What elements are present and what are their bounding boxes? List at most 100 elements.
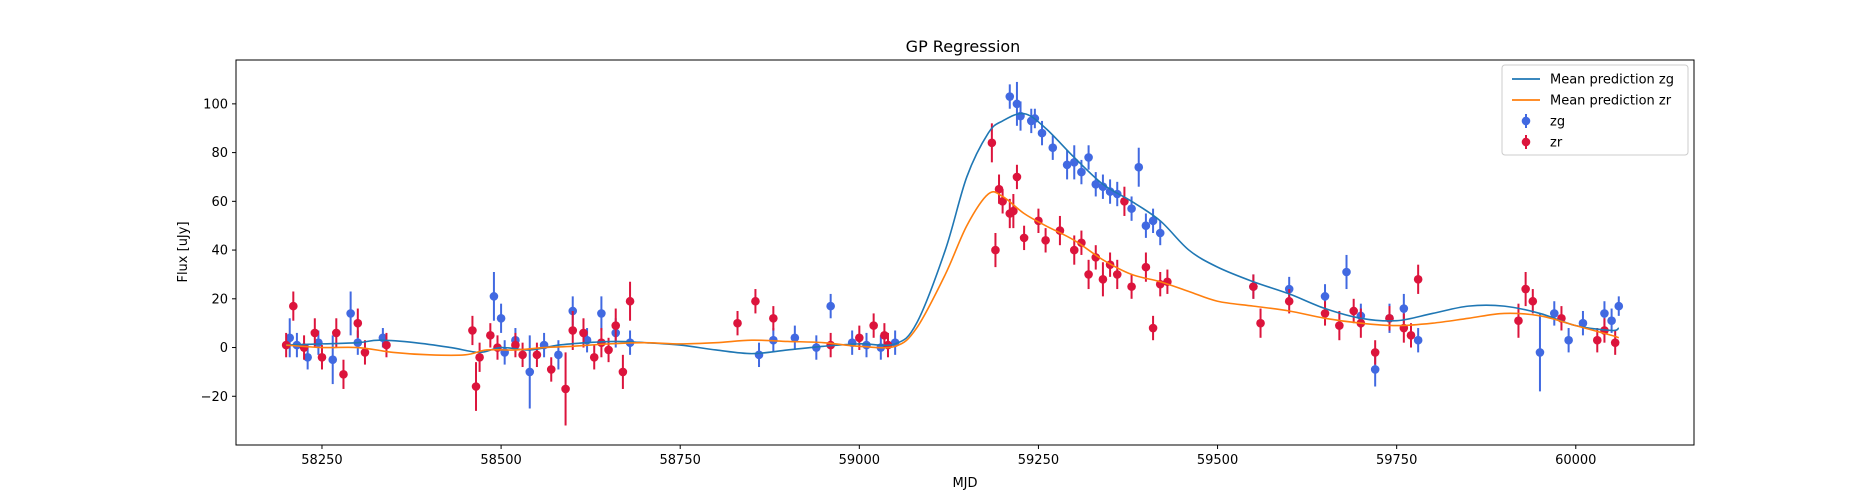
data-point-zg bbox=[554, 350, 563, 360]
legend-label-mean-prediction-zr: Mean prediction zr bbox=[1550, 94, 1672, 109]
data-point-zr bbox=[332, 328, 341, 338]
data-point-zr bbox=[1413, 275, 1423, 284]
data-point-zr bbox=[1148, 323, 1158, 333]
data-point-zg bbox=[1048, 143, 1058, 153]
data-point-zr bbox=[1069, 245, 1079, 255]
data-point-zr bbox=[994, 184, 1004, 194]
y-tick-label: −20 bbox=[201, 390, 228, 405]
data-point-zg bbox=[1037, 128, 1047, 138]
data-point-zr bbox=[751, 296, 760, 306]
data-point-zg bbox=[1005, 92, 1015, 101]
data-point-zr bbox=[880, 331, 889, 340]
data-point-zr bbox=[987, 138, 997, 148]
data-point-zg bbox=[1607, 316, 1616, 326]
data-point-zr bbox=[1091, 253, 1101, 262]
data-point-zr bbox=[998, 197, 1007, 206]
data-point-zr bbox=[561, 384, 570, 394]
y-tick-label: 0 bbox=[220, 341, 228, 356]
data-point-zg bbox=[1105, 187, 1115, 196]
data-point-zg bbox=[1141, 221, 1151, 230]
data-point-zr bbox=[1320, 309, 1330, 318]
data-point-zr bbox=[299, 343, 309, 352]
data-point-zr bbox=[1012, 172, 1022, 182]
legend-box bbox=[1501, 64, 1689, 156]
line-mean-prediction-zg bbox=[286, 112, 1620, 355]
data-point-zg bbox=[1564, 335, 1573, 345]
data-point-zg bbox=[328, 355, 338, 365]
data-point-zg bbox=[489, 292, 499, 301]
plot-frame bbox=[235, 59, 1695, 446]
data-point-zr bbox=[618, 367, 628, 377]
data-point-zr bbox=[1055, 226, 1065, 235]
data-point-zg bbox=[1134, 162, 1144, 172]
legend-swatch-zr bbox=[1521, 137, 1531, 147]
data-point-zr bbox=[471, 382, 481, 391]
legend-label-zr: zr bbox=[1550, 136, 1563, 151]
x-tick-label: 59000 bbox=[839, 453, 880, 468]
data-point-zr bbox=[1592, 335, 1602, 345]
data-point-zg bbox=[525, 367, 535, 377]
x-tick-label: 58500 bbox=[480, 453, 521, 468]
data-point-zr bbox=[1610, 338, 1620, 347]
chart-title: GP Regression bbox=[906, 37, 1021, 56]
y-axis-label: Flux [uJy] bbox=[176, 221, 191, 282]
data-point-zr bbox=[1521, 284, 1530, 294]
x-axis-label: MJD bbox=[952, 476, 977, 491]
x-tick-label: 58750 bbox=[660, 453, 701, 468]
y-tick-label: 20 bbox=[211, 292, 228, 307]
data-point-zr bbox=[855, 333, 864, 343]
data-point-zr bbox=[339, 370, 348, 379]
data-point-zr bbox=[579, 328, 588, 338]
data-point-zg bbox=[1012, 99, 1022, 109]
data-point-zr bbox=[511, 340, 520, 350]
data-point-zr bbox=[546, 365, 556, 374]
data-point-zr bbox=[1514, 316, 1523, 326]
x-tick-label: 59500 bbox=[1197, 453, 1238, 468]
data-point-zr bbox=[869, 321, 878, 330]
data-point-zr bbox=[1098, 275, 1108, 284]
data-point-zr bbox=[289, 301, 298, 311]
data-point-zr bbox=[604, 345, 613, 355]
legend-label-zg: zg bbox=[1550, 115, 1565, 130]
data-point-zr bbox=[1077, 238, 1086, 248]
data-point-zg bbox=[1084, 153, 1093, 162]
data-point-zr bbox=[317, 352, 327, 362]
x-tick-label: 58250 bbox=[301, 453, 342, 468]
data-point-zg bbox=[1399, 304, 1409, 313]
data-point-zg bbox=[1370, 365, 1380, 374]
data-point-zg bbox=[1148, 216, 1158, 226]
data-point-zg bbox=[790, 333, 800, 343]
legend: Mean prediction zg Mean prediction zr zg zr bbox=[1501, 64, 1689, 156]
data-point-zr bbox=[1335, 321, 1344, 330]
data-point-zr bbox=[382, 340, 391, 350]
data-point-zg bbox=[346, 309, 355, 318]
data-point-zr bbox=[1528, 296, 1538, 306]
data-point-zr bbox=[1284, 296, 1294, 306]
data-point-zg bbox=[285, 333, 295, 343]
data-point-zg bbox=[1614, 301, 1624, 311]
data-point-zr bbox=[1370, 348, 1380, 357]
data-point-zg bbox=[1413, 335, 1423, 345]
data-point-zg bbox=[1062, 160, 1072, 170]
data-point-zg bbox=[1578, 318, 1588, 328]
data-point-zr bbox=[1084, 270, 1093, 279]
data-point-zr bbox=[1349, 306, 1358, 316]
data-point-zg bbox=[597, 309, 606, 318]
data-point-zg bbox=[1077, 167, 1086, 177]
data-point-zr bbox=[475, 352, 484, 362]
data-point-zg bbox=[754, 350, 764, 360]
data-point-zr bbox=[353, 318, 363, 328]
data-point-zr bbox=[1041, 236, 1050, 245]
data-point-zr bbox=[1127, 282, 1136, 291]
data-point-zr bbox=[1406, 331, 1416, 340]
data-point-zr bbox=[518, 350, 527, 360]
data-point-zg bbox=[1320, 292, 1330, 301]
data-point-zg bbox=[862, 340, 871, 350]
y-tick-label: 80 bbox=[211, 146, 228, 161]
data-point-zr bbox=[532, 350, 542, 360]
data-point-zr bbox=[1019, 233, 1029, 243]
y-tick-label: 40 bbox=[211, 244, 228, 259]
data-point-zr bbox=[625, 296, 635, 306]
